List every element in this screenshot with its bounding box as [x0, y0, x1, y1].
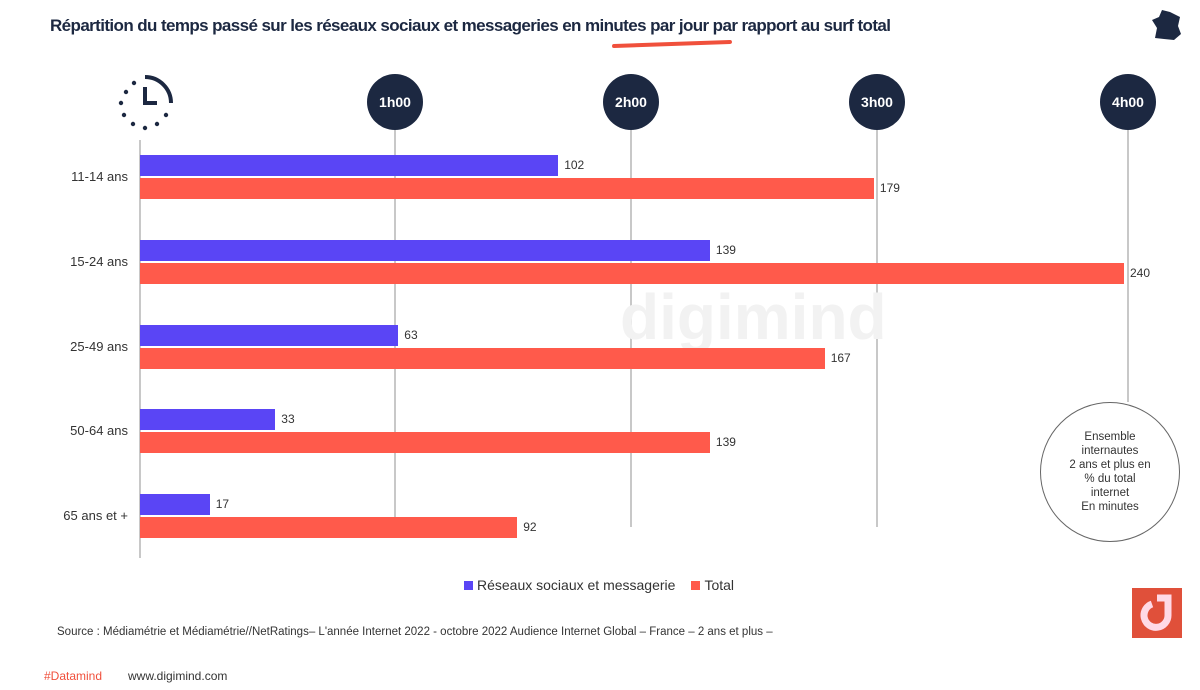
- watermark: digimind: [620, 281, 887, 353]
- hour-marker-3h: 3h00: [849, 74, 905, 130]
- category-label: 50-64 ans: [70, 423, 128, 438]
- gridline-2h: [630, 130, 632, 527]
- legend-label: Réseaux sociaux et messagerie: [477, 577, 676, 593]
- category-label: 11-14 ans: [71, 169, 128, 184]
- total-bar: [140, 517, 518, 538]
- gridline-4h: [1127, 130, 1129, 402]
- footer-url[interactable]: www.digimind.com: [128, 669, 228, 683]
- social-bar: [140, 240, 710, 261]
- legend-item-social: Réseaux sociaux et messagerie: [464, 577, 675, 593]
- footer-hashtag: #Datamind: [44, 669, 103, 683]
- data-label: 139: [715, 435, 736, 449]
- chart-title: Répartition du temps passé sur les résea…: [50, 16, 891, 35]
- legend-swatch: [691, 581, 701, 590]
- total-bar: [140, 263, 1124, 284]
- legend-label: Total: [704, 577, 735, 593]
- clock-icon: [118, 75, 173, 131]
- title-underline: [611, 39, 733, 49]
- note-line: Ensemble: [1084, 431, 1136, 443]
- category-label: 15-24 ans: [70, 254, 128, 269]
- hour-marker-1h: 1h00: [367, 74, 423, 130]
- digimind-logo-icon: [1132, 588, 1182, 638]
- data-label: 179: [879, 181, 900, 195]
- note-line: internet: [1090, 487, 1130, 499]
- note-line: internautes: [1081, 445, 1139, 457]
- total-bar: [140, 432, 710, 453]
- data-label: 167: [830, 351, 851, 365]
- data-label: 139: [715, 243, 736, 257]
- france-map-icon: [1152, 10, 1181, 40]
- hour-marker-2h: 2h00: [603, 74, 659, 130]
- gridline-3h: [876, 130, 878, 527]
- total-bar: [140, 178, 874, 199]
- note-line: % du total: [1084, 473, 1136, 485]
- total-bar: [140, 348, 825, 369]
- category-label: 65 ans et +: [63, 508, 128, 523]
- data-label: 17: [215, 497, 230, 511]
- data-label: 240: [1130, 266, 1151, 280]
- hour-marker-4h: 4h00: [1100, 74, 1156, 130]
- legend-swatch: [464, 581, 473, 590]
- note-line: En minutes: [1081, 501, 1139, 513]
- note-circle: Ensemble internautes 2 ans et plus en % …: [1040, 402, 1180, 542]
- social-bar: [140, 409, 276, 430]
- social-bar: [140, 325, 399, 346]
- social-bar: [140, 494, 210, 515]
- data-label: 102: [564, 158, 585, 172]
- data-label: 92: [523, 520, 537, 534]
- data-label: 63: [404, 328, 418, 342]
- category-label: 25-49 ans: [70, 339, 128, 354]
- legend: Réseaux sociaux et messagerie Total: [464, 577, 734, 593]
- social-bar: [140, 155, 559, 176]
- source-text: Source : Médiamétrie et Médiamétrie//Net…: [57, 626, 773, 638]
- legend-item-total: Total: [691, 577, 734, 593]
- data-label: 33: [281, 412, 295, 426]
- note-line: 2 ans et plus en: [1069, 459, 1151, 471]
